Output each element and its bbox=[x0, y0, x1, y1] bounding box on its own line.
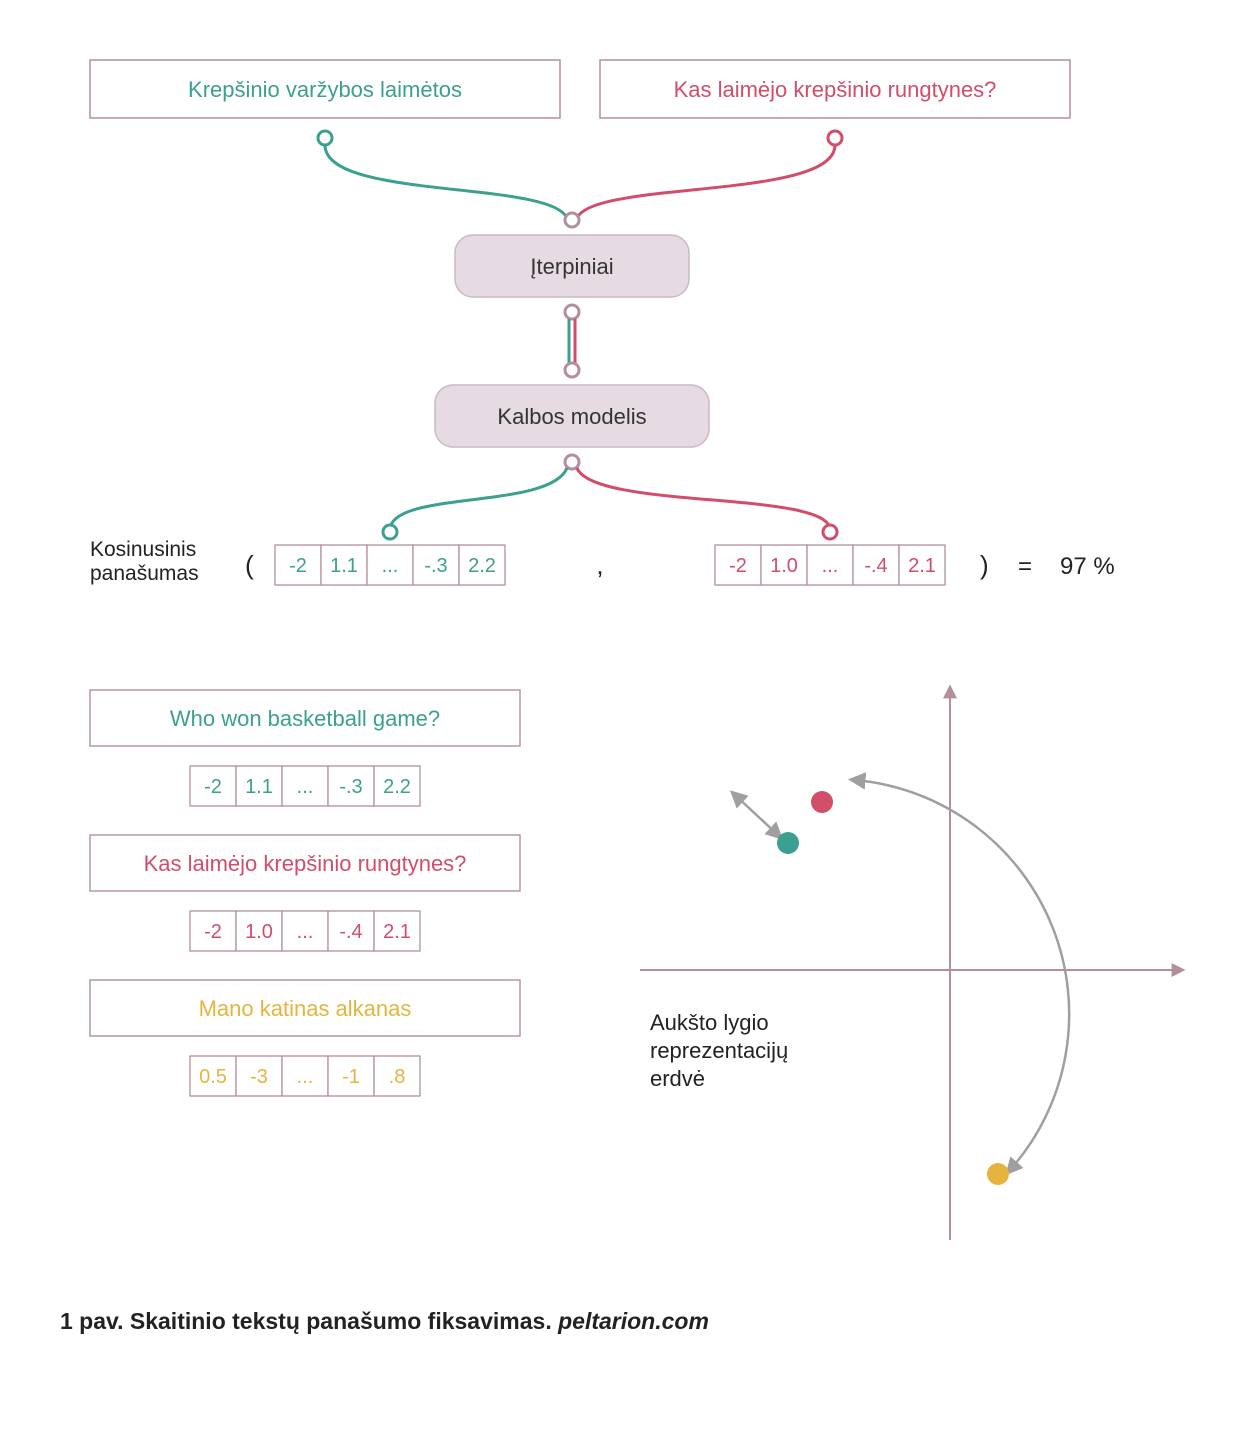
vector-cell-value: -3 bbox=[250, 1066, 268, 1088]
dot-icon bbox=[565, 363, 579, 377]
vector-space-plot: Aukšto lygio reprezentacijų erdvė bbox=[640, 690, 1180, 1240]
vector-right: -2 1.0... -.4 2.1 bbox=[715, 545, 945, 585]
vector-cell-value: -.3 bbox=[424, 555, 447, 577]
point-rose bbox=[811, 791, 833, 813]
point-amber bbox=[987, 1163, 1009, 1185]
caption-text: 1 pav. Skaitinio tekstų panašumo fiksavi… bbox=[60, 1308, 552, 1334]
vector-cell-value: ... bbox=[297, 1066, 314, 1088]
distance-small-icon bbox=[735, 795, 778, 835]
top-diagram: Krepšinio varžybos laimėtos Kas laimėjo … bbox=[60, 40, 1190, 600]
space-label-1: Aukšto lygio bbox=[650, 1010, 769, 1035]
space-label-2: reprezentacijų bbox=[650, 1038, 788, 1063]
vector-cell-value: 2.1 bbox=[908, 555, 936, 577]
vector-cell-value: ... bbox=[297, 921, 314, 943]
connector-line bbox=[390, 468, 567, 530]
input-box-right: Kas laimėjo krepšinio rungtynes? bbox=[600, 60, 1070, 118]
vector-cell-value: -.4 bbox=[864, 555, 887, 577]
connector-line bbox=[577, 145, 835, 218]
dot-icon bbox=[828, 131, 842, 145]
connector-line bbox=[325, 145, 567, 218]
dot-icon bbox=[318, 131, 332, 145]
vector-cell-value: ... bbox=[382, 555, 399, 577]
figure-caption: 1 pav. Skaitinio tekstų panašumo fiksavi… bbox=[60, 1308, 1190, 1335]
dot-icon bbox=[823, 525, 837, 539]
similarity-label-2: panašumas bbox=[90, 562, 199, 585]
vector-cell-value: ... bbox=[822, 555, 839, 577]
vector-cell-value: -.4 bbox=[339, 921, 362, 943]
vector-cell-value: -2 bbox=[729, 555, 747, 577]
input-box-left: Krepšinio varžybos laimėtos bbox=[90, 60, 560, 118]
vector-cell-value: 1.0 bbox=[770, 555, 798, 577]
similarity-result: 97 % bbox=[1060, 553, 1115, 580]
vector-cell-value: 2.2 bbox=[383, 776, 411, 798]
sentence-label: Mano katinas alkanas bbox=[199, 996, 412, 1021]
sentence-label: Who won basketball game? bbox=[170, 706, 440, 731]
point-teal bbox=[777, 832, 799, 854]
vector-cell-value: ... bbox=[297, 776, 314, 798]
vector-cell-value: 1.1 bbox=[245, 776, 273, 798]
vector-cell-value: 1.1 bbox=[330, 555, 358, 577]
bottom-diagram: Who won basketball game? -2 1.1... -.3 2.2 Ka… bbox=[60, 660, 1190, 1280]
vector-cell-value: -2 bbox=[289, 555, 307, 577]
caption-source: peltarion.com bbox=[558, 1308, 709, 1334]
dot-icon bbox=[565, 213, 579, 227]
dot-icon bbox=[565, 455, 579, 469]
dot-icon bbox=[565, 305, 579, 319]
vector-cell-value: .8 bbox=[389, 1066, 406, 1088]
dot-icon bbox=[383, 525, 397, 539]
vector-cell-value: -1 bbox=[342, 1066, 360, 1088]
connector-line bbox=[577, 468, 830, 530]
sentence-label: Kas laimėjo krepšinio rungtynes? bbox=[144, 851, 467, 876]
equals: = bbox=[1018, 553, 1032, 580]
vector-cell-value: -2 bbox=[204, 921, 222, 943]
paren-open: ( bbox=[245, 550, 254, 580]
sentence-item: Who won basketball game? -2 1.1... -.3 2.2 bbox=[90, 690, 520, 806]
vector-cell-value: 2.2 bbox=[468, 555, 496, 577]
vector-cell-value: 0.5 bbox=[199, 1066, 227, 1088]
paren-close: ) bbox=[980, 550, 989, 580]
vector-cell-value: -2 bbox=[204, 776, 222, 798]
vector-cell-value: 2.1 bbox=[383, 921, 411, 943]
space-label-3: erdvė bbox=[650, 1066, 705, 1091]
embeddings-label: Įterpiniai bbox=[530, 254, 613, 279]
comma: , bbox=[596, 550, 603, 580]
vector-cell-value: 1.0 bbox=[245, 921, 273, 943]
sentence-item: Kas laimėjo krepšinio rungtynes? -2 1.0...… bbox=[90, 835, 520, 951]
input-box-left-label: Krepšinio varžybos laimėtos bbox=[188, 77, 462, 102]
model-box: Kalbos modelis bbox=[435, 385, 709, 447]
model-label: Kalbos modelis bbox=[497, 404, 646, 429]
embeddings-box: Įterpiniai bbox=[455, 235, 689, 297]
similarity-label-1: Kosinusinis bbox=[90, 538, 196, 561]
vector-cell-value: -.3 bbox=[339, 776, 362, 798]
sentence-item: Mano katinas alkanas 0.5 -3... -1 .8 bbox=[90, 980, 520, 1096]
vector-left: -2 1.1... -.3 2.2 bbox=[275, 545, 505, 585]
distance-arc-icon bbox=[855, 780, 1069, 1170]
input-box-right-label: Kas laimėjo krepšinio rungtynes? bbox=[674, 77, 997, 102]
